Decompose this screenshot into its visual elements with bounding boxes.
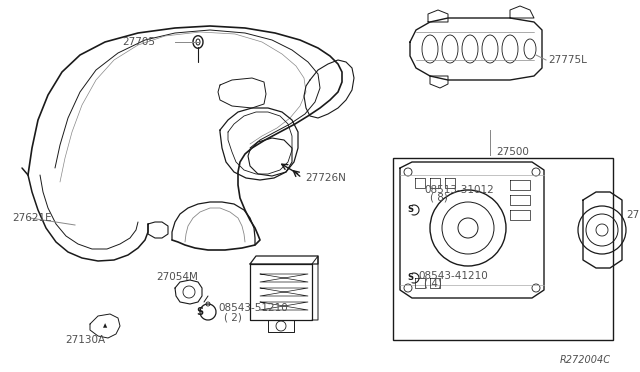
Text: ( 4): ( 4) [424,279,442,289]
Text: 27148N: 27148N [626,210,640,220]
Text: ( 8): ( 8) [430,193,448,203]
Text: 27500: 27500 [496,147,529,157]
Text: 08543-41210: 08543-41210 [418,271,488,281]
Text: S: S [407,273,413,282]
Text: S: S [196,307,204,317]
Text: 08513-31012: 08513-31012 [424,185,493,195]
Text: 27775L: 27775L [548,55,587,65]
Text: 27054M: 27054M [156,272,198,282]
Text: 27130A: 27130A [65,335,105,345]
Text: 08543-51210: 08543-51210 [218,303,288,313]
Text: 27726N: 27726N [305,173,346,183]
Text: R272004C: R272004C [560,355,611,365]
Text: 27621E: 27621E [12,213,52,223]
Text: S: S [407,205,413,215]
Bar [393,158,613,340]
Text: 27705: 27705 [122,37,155,47]
Text: ( 2): ( 2) [224,312,242,322]
Text: ▲: ▲ [103,324,107,328]
